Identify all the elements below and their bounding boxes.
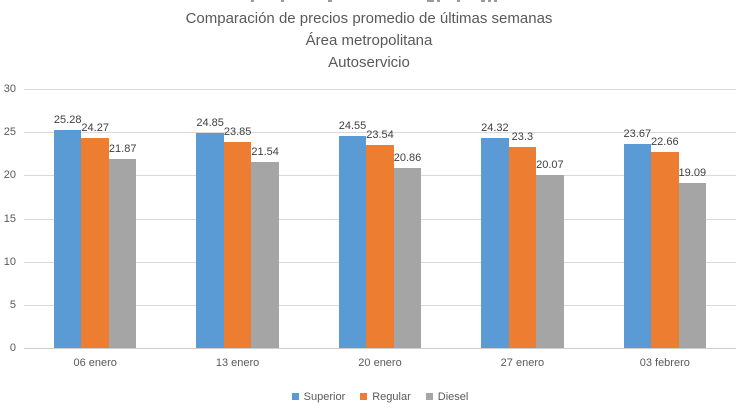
bar-diesel[interactable] [108, 159, 137, 348]
legend-item-superior[interactable]: Superior [291, 390, 346, 403]
bar-superior[interactable] [623, 143, 652, 348]
bar-diesel[interactable] [251, 162, 279, 348]
bar-superior[interactable] [196, 133, 224, 348]
bar-regular[interactable] [651, 152, 679, 348]
bar-value-label: 22.66 [651, 136, 679, 149]
y-axis-tick-label: 30 [3, 83, 16, 95]
x-axis-category-label: 06 enero [73, 357, 117, 369]
x-axis-category-label: 20 enero [358, 357, 402, 369]
bar-value-label: 19.09 [678, 167, 707, 180]
chart-title: Comparación de precios promedio de últim… [0, 8, 738, 74]
y-axis-tick-label: 0 [9, 342, 16, 354]
bar-value-label: 21.54 [251, 146, 279, 159]
bar-value-label: 21.87 [108, 143, 137, 156]
chart-title-line-1: Comparación de precios promedio de últim… [185, 10, 553, 27]
bar-superior[interactable] [338, 136, 367, 348]
legend: Superior Regular Diesel [24, 389, 736, 404]
y-axis-tick-label: 25 [3, 126, 16, 138]
bar-value-label: 24.27 [81, 122, 109, 135]
y-axis-tick-label: 5 [9, 299, 16, 311]
legend-item-diesel[interactable]: Diesel [425, 390, 469, 403]
legend-swatch-diesel [425, 393, 433, 400]
chart-title-line-3: Autoservicio [328, 54, 410, 71]
legend-label: Diesel [437, 390, 469, 403]
bar-regular[interactable] [223, 142, 252, 348]
bar-diesel[interactable] [536, 174, 564, 348]
legend-swatch-regular [360, 393, 368, 400]
x-axis-line [24, 348, 736, 349]
y-axis-tick-label: 20 [3, 169, 16, 181]
bar-superior[interactable] [53, 129, 82, 348]
bar-diesel[interactable] [393, 167, 422, 348]
gridline [24, 89, 736, 90]
x-axis-category-label: 03 febrero [639, 357, 690, 369]
bar-regular[interactable] [81, 138, 109, 348]
bar-value-label: 24.85 [196, 117, 224, 130]
bar-regular[interactable] [508, 146, 537, 348]
bar-value-label: 20.07 [536, 158, 564, 171]
bar-diesel[interactable] [678, 183, 707, 348]
chart-title-line-2: Área metropolitana [305, 32, 433, 49]
bar-value-label: 24.32 [481, 122, 509, 135]
y-axis-tick-label: 10 [3, 256, 16, 268]
legend-label: Superior [303, 390, 346, 403]
bar-value-label: 23.3 [511, 130, 534, 143]
bar-value-label: 24.55 [338, 120, 367, 133]
x-axis-category-label: 27 enero [500, 357, 545, 369]
bar-value-label: 20.86 [393, 151, 422, 164]
y-axis-tick-label: 15 [3, 213, 16, 225]
legend-item-regular[interactable]: Regular [360, 391, 411, 403]
gridline [24, 132, 736, 133]
bar-value-label: 23.85 [223, 126, 252, 139]
bar-superior[interactable] [481, 138, 509, 348]
bar-value-label: 23.67 [623, 127, 652, 140]
bar-value-label: 23.54 [366, 128, 394, 141]
bar-value-label: 25.28 [53, 113, 82, 126]
bar-regular[interactable] [366, 144, 394, 348]
x-axis-category-label: 13 enero [215, 357, 260, 369]
legend-swatch-superior [291, 393, 299, 400]
legend-label: Regular [372, 390, 411, 403]
